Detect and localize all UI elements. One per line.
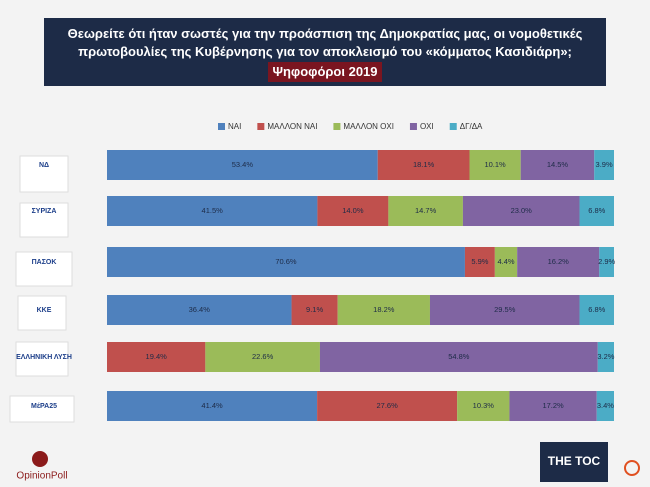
value-label: 27.6%	[377, 401, 399, 410]
brand-logo-box	[540, 442, 608, 482]
legend-swatch	[409, 123, 417, 130]
bar-segment	[464, 247, 495, 277]
bar-segment	[599, 247, 614, 277]
party-logo-frames	[9, 155, 75, 423]
zoom-icon[interactable]	[624, 460, 640, 476]
bar-segment	[494, 247, 518, 277]
legend-label: ΟΧΙ	[420, 122, 434, 131]
source-label: OpinionPoll	[16, 471, 67, 482]
bar-segment	[107, 342, 206, 372]
chart-subtitle: Ψηφοφόροι 2019	[268, 62, 382, 82]
legend-label: ΔΓ/ΔΑ	[460, 122, 483, 131]
bar-segment	[205, 342, 320, 372]
value-label: 6.8%	[588, 305, 605, 314]
chart-title: Θεωρείτε ότι ήταν σωστές για την προάσπι…	[67, 26, 583, 59]
value-label: 19.4%	[146, 352, 168, 361]
value-label: 53.4%	[232, 160, 254, 169]
bar-segment	[462, 196, 580, 226]
value-label: 3.2%	[597, 352, 614, 361]
bar-segment	[317, 391, 458, 421]
bar-segment	[457, 391, 510, 421]
category-label: ΣΥΡΙΖΑ	[32, 208, 57, 215]
bar-segment	[377, 150, 470, 180]
bar-segment	[469, 150, 521, 180]
value-label: 6.8%	[588, 206, 605, 215]
value-label: 5.9%	[471, 257, 488, 266]
value-label: 41.5%	[202, 206, 224, 215]
title-box: Θεωρείτε ότι ήταν σωστές για την προάσπι…	[44, 18, 606, 86]
legend-swatch	[333, 123, 341, 130]
value-label: 2.9%	[598, 257, 615, 266]
category-label: ΠΑΣΟΚ	[32, 259, 57, 266]
category-label: ΕΛΛΗΝΙΚΗ ΛΥΣΗ	[16, 354, 72, 361]
value-label: 4.4%	[497, 257, 514, 266]
category-label: ΜέΡΑ25	[31, 403, 57, 410]
value-label: 29.5%	[494, 305, 516, 314]
bar-segment	[319, 342, 598, 372]
value-label: 10.1%	[484, 160, 506, 169]
value-label: 41.4%	[201, 401, 223, 410]
value-label: 3.9%	[596, 160, 613, 169]
bar-segment	[107, 196, 318, 226]
source-logo-icon	[32, 451, 48, 467]
bar-segment	[107, 150, 378, 180]
value-label: 10.3%	[473, 401, 495, 410]
brand-label: THE TOC	[548, 454, 601, 468]
bar-segment	[429, 295, 580, 325]
bar-segment	[594, 150, 614, 180]
value-label: 9.1%	[306, 305, 323, 314]
legend-label: ΝΑΙ	[228, 122, 241, 131]
value-label: 23.0%	[511, 206, 533, 215]
legend-swatch	[257, 123, 265, 130]
value-label: 22.6%	[252, 352, 274, 361]
value-label: 14.0%	[342, 206, 364, 215]
value-label: 17.2%	[542, 401, 564, 410]
value-label: 36.4%	[189, 305, 211, 314]
legend-label: ΜΑΛΛΟΝ ΝΑΙ	[267, 122, 317, 131]
category-label: ΚΚΕ	[37, 307, 52, 314]
bar-segment	[291, 295, 338, 325]
bar-segment	[388, 196, 463, 226]
bar-segment	[107, 391, 318, 421]
bar-segment	[596, 391, 614, 421]
value-label: 70.6%	[275, 257, 297, 266]
value-label: 18.2%	[373, 305, 395, 314]
bar-segment	[337, 295, 430, 325]
bar-segment	[509, 391, 597, 421]
value-label: 16.2%	[548, 257, 570, 266]
bar-segment	[520, 150, 595, 180]
value-label: 14.5%	[547, 160, 569, 169]
value-label: 18.1%	[413, 160, 435, 169]
value-label: 14.7%	[415, 206, 437, 215]
bar-segment	[317, 196, 389, 226]
category-label: ΝΔ	[39, 162, 49, 169]
value-label: 3.4%	[597, 401, 614, 410]
bar-segment	[107, 247, 465, 277]
bar-segment	[579, 196, 614, 226]
bar-segment	[579, 295, 614, 325]
bar-segment	[597, 342, 614, 372]
bar-segment	[517, 247, 600, 277]
legend-label: ΜΑΛΛΟΝ ΟΧΙ	[343, 122, 394, 131]
legend-swatch	[218, 123, 225, 130]
bar-segment	[107, 295, 292, 325]
value-label: 54.8%	[448, 352, 470, 361]
legend-swatch	[449, 123, 457, 130]
